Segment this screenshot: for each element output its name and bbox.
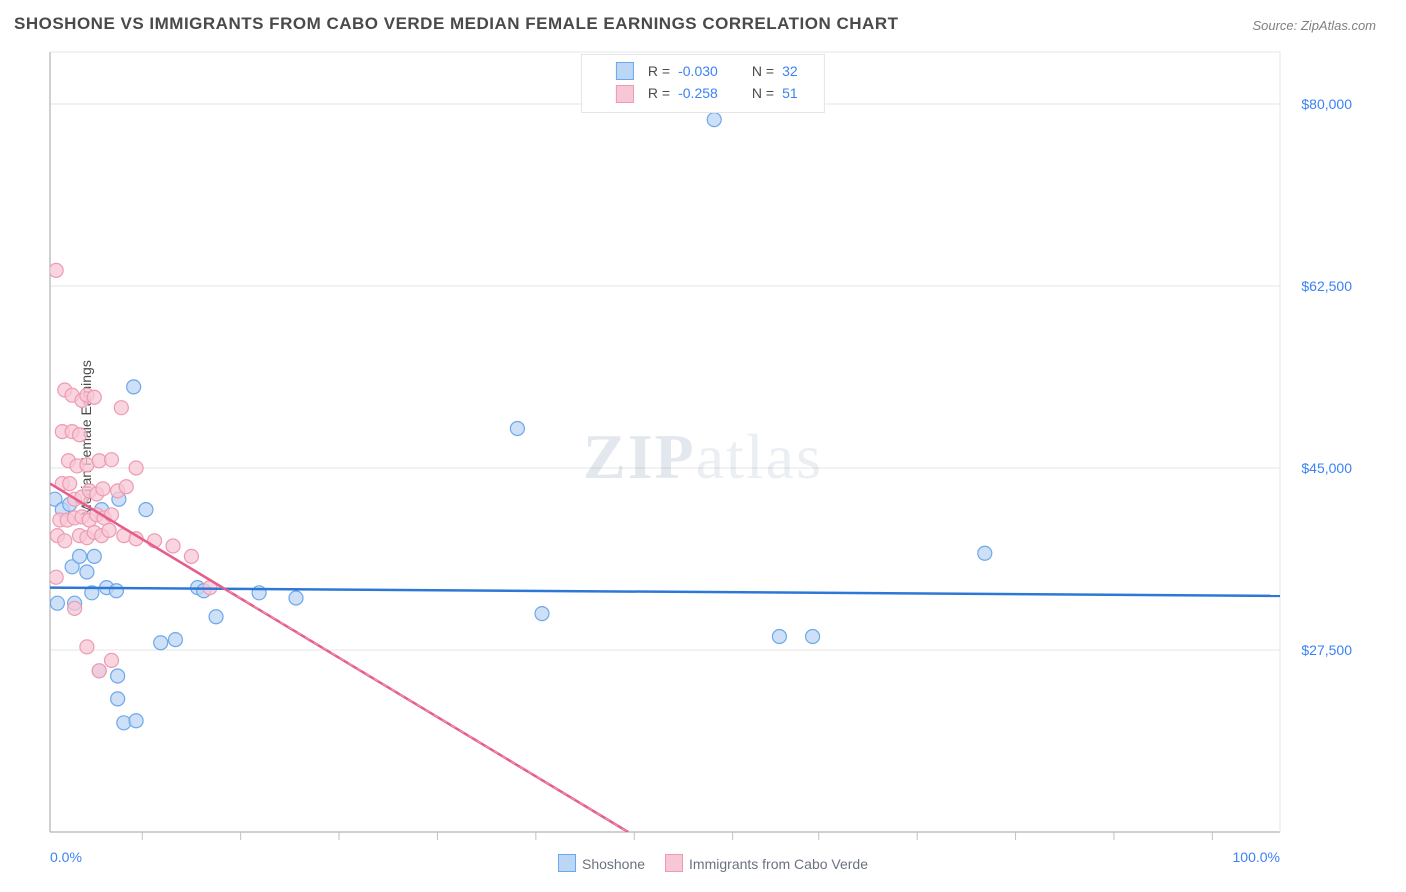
legend-swatch [558,854,576,872]
svg-text:$45,000: $45,000 [1301,460,1352,476]
legend-swatch [665,854,683,872]
scatter-plot: $27,500$45,000$62,500$80,0000.0%100.0% [0,0,1406,892]
legend-label: Shoshone [582,856,645,872]
legend-swatch [616,85,634,103]
correlation-row: R =-0.030 N =32 [596,60,810,82]
legend-label: Immigrants from Cabo Verde [689,856,868,872]
series-legend: Shoshone Immigrants from Cabo Verde [0,854,1406,872]
correlation-legend: R =-0.030 N =32R =-0.258 N =51 [581,54,825,113]
svg-text:$27,500: $27,500 [1301,642,1352,658]
chart-container: SHOSHONE VS IMMIGRANTS FROM CABO VERDE M… [0,0,1406,892]
correlation-row: R =-0.258 N =51 [596,82,810,104]
svg-text:$80,000: $80,000 [1301,96,1352,112]
legend-swatch [616,62,634,80]
svg-text:$62,500: $62,500 [1301,278,1352,294]
